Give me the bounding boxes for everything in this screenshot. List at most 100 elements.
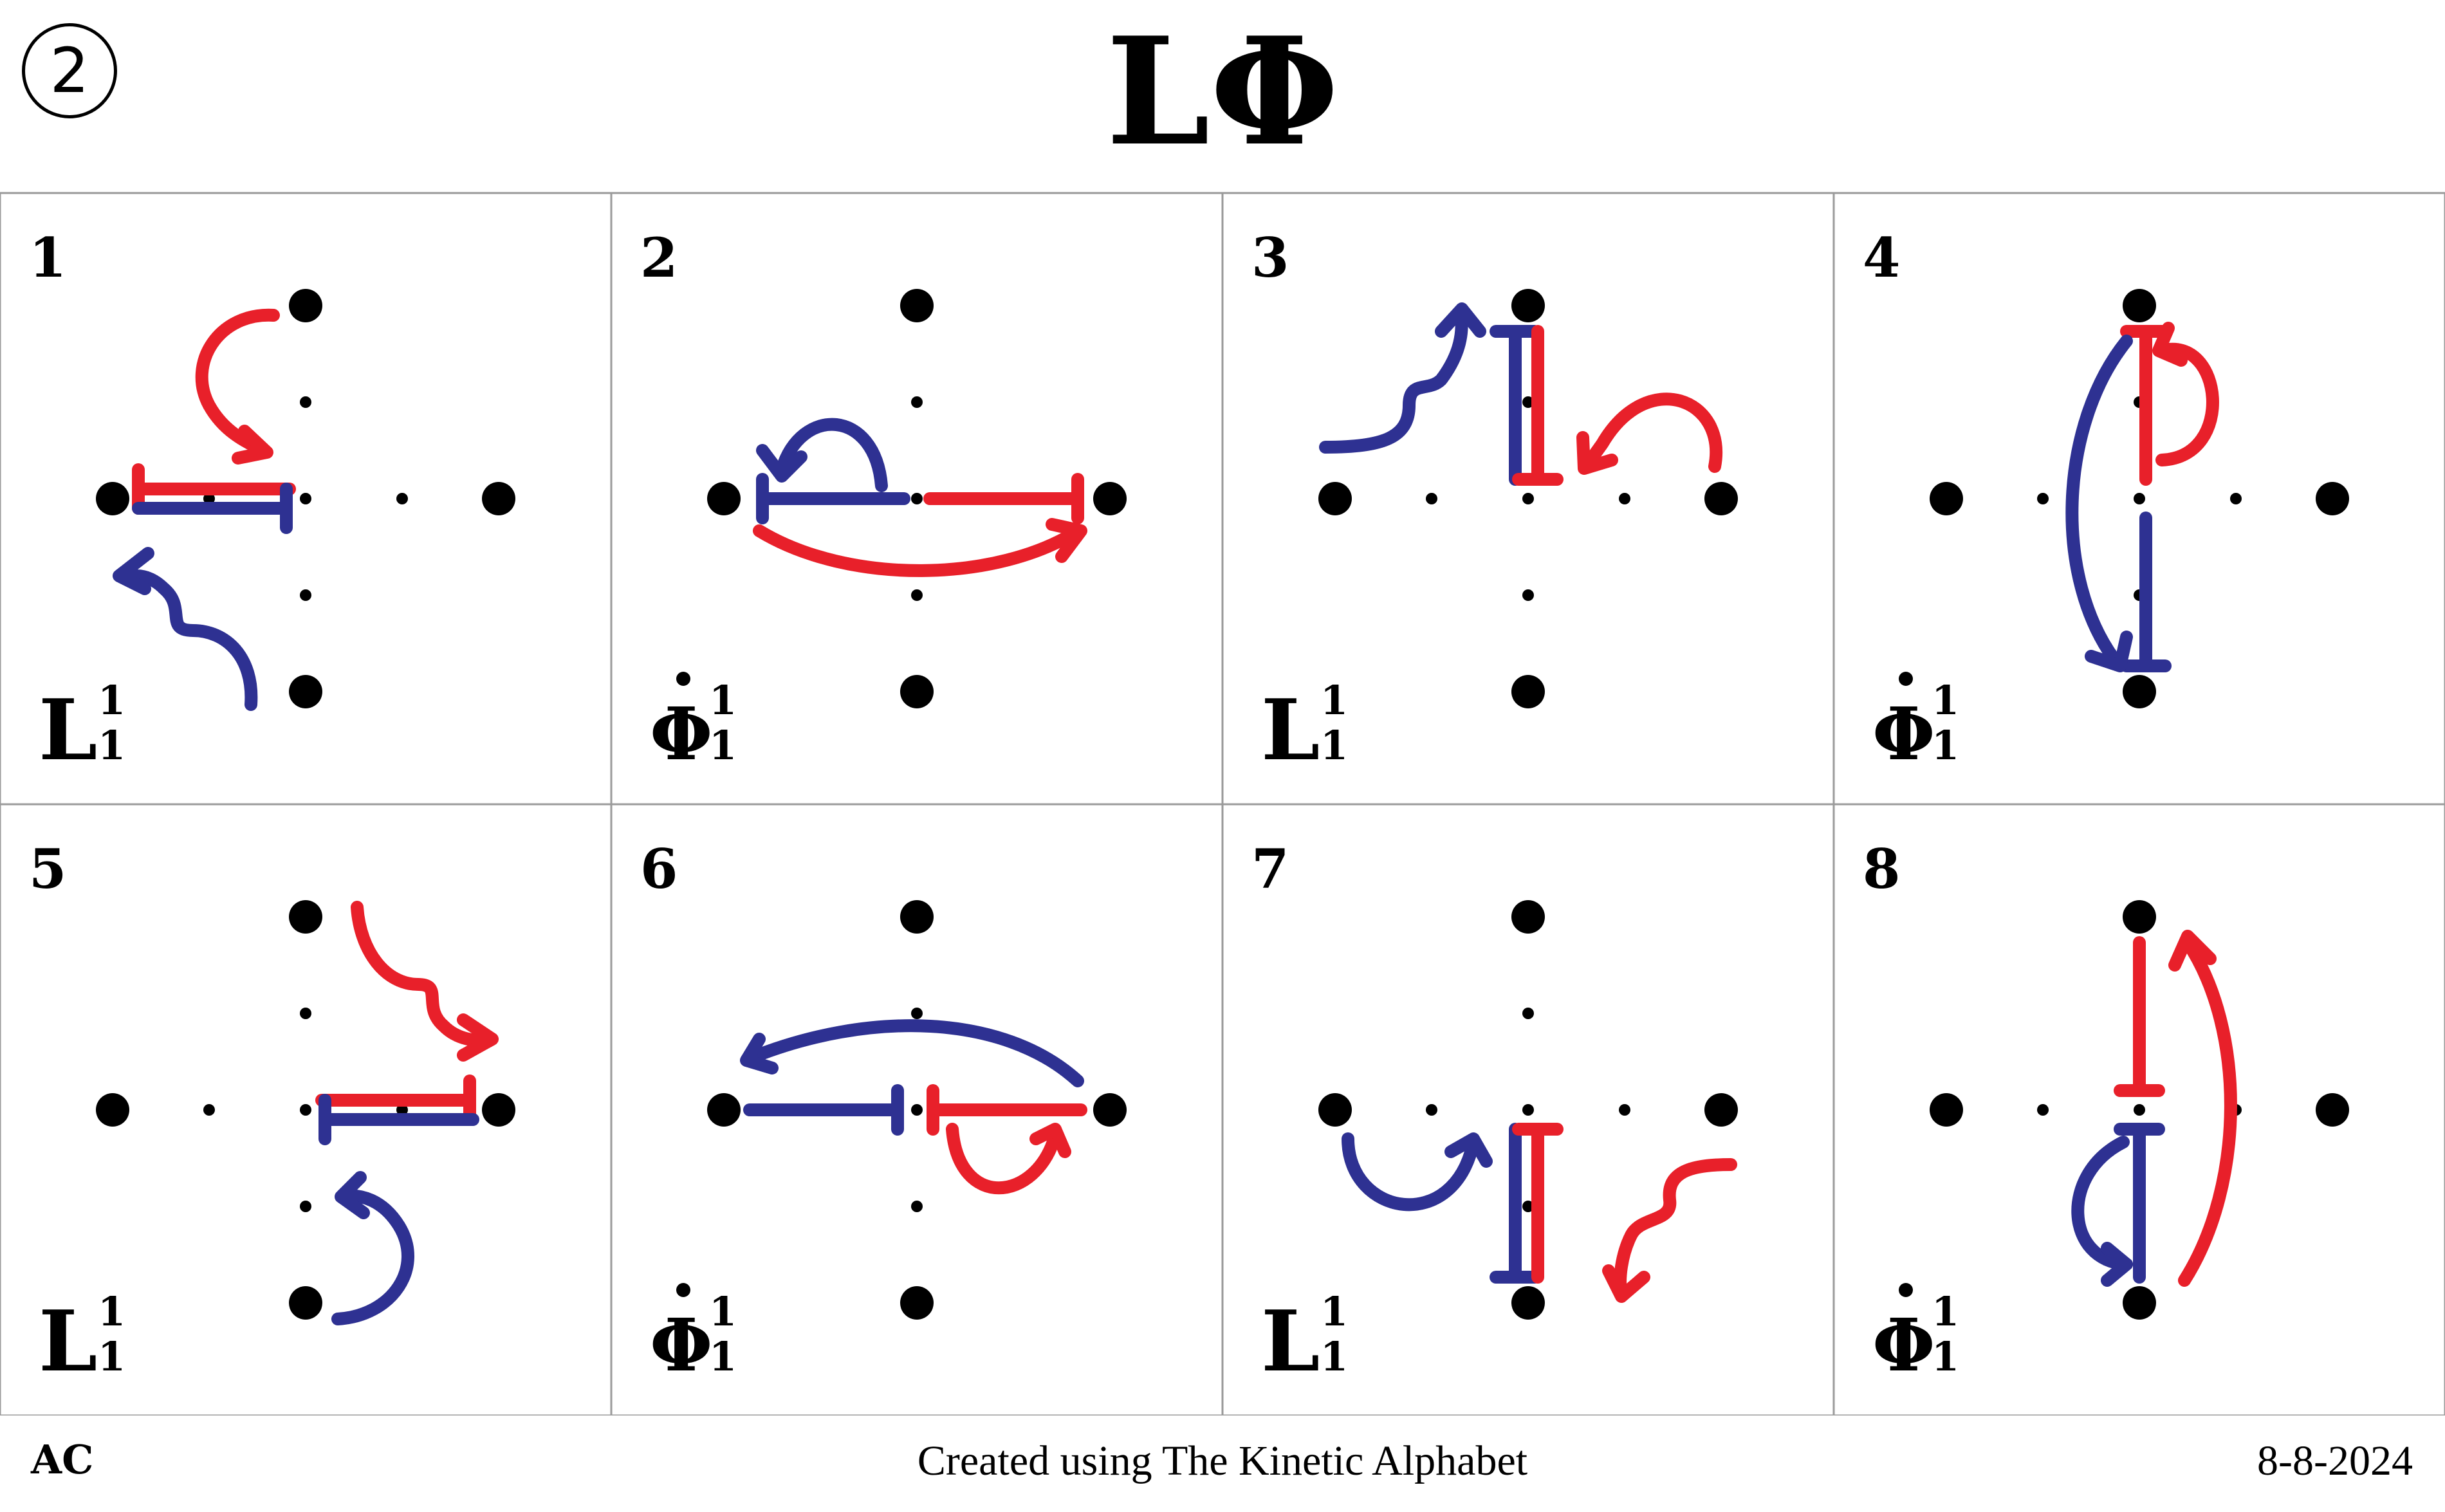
grid-dot-small — [911, 493, 923, 504]
glyph-superscript: 1 — [98, 677, 125, 724]
grid-dot-large — [289, 675, 322, 708]
red-motion-path — [1614, 1158, 1737, 1300]
grid-dot-large — [2123, 900, 2156, 934]
grid-dot-large — [2123, 1286, 2156, 1320]
grid-dot-large — [96, 1093, 129, 1127]
grid-dot-small — [300, 396, 311, 408]
blue-motion-path — [740, 1033, 779, 1074]
cell-glyph: L — [1261, 681, 1320, 779]
cell-number: 5 — [29, 837, 66, 901]
grid-dot-large — [2316, 482, 2349, 515]
cell-number: 8 — [1863, 837, 1900, 901]
grid-dot-large — [1511, 289, 1545, 322]
glyph-superscript: 1 — [1932, 677, 1959, 724]
grid-dot-large — [1093, 1093, 1127, 1127]
page-number-badge: 2 — [22, 23, 117, 118]
red-motion-path — [1602, 1264, 1650, 1303]
cell-glyph: Φ — [650, 692, 713, 777]
grid-dot-small — [1426, 1104, 1437, 1116]
cell-number: 6 — [640, 837, 678, 901]
grid-dot-small — [300, 589, 311, 601]
blue-motion-path — [775, 418, 888, 492]
grid-dot-large — [1093, 482, 1127, 515]
grid-dot-large — [1704, 482, 1738, 515]
red-motion-path — [1580, 392, 1722, 473]
grid-dot-large — [900, 289, 934, 322]
glyph-superscript: 1 — [709, 677, 737, 724]
blue-motion-path — [1444, 1132, 1493, 1168]
grid-dot-large — [482, 1093, 515, 1127]
grid-dot-small — [396, 493, 408, 504]
blue-motion-path — [331, 1189, 414, 1325]
cell-number: 2 — [640, 226, 678, 290]
blue-motion-path — [2065, 335, 2133, 669]
blue-motion-path — [756, 444, 807, 483]
glyph-subscript: 1 — [1932, 722, 1959, 769]
blue-motion-path — [2085, 631, 2133, 672]
glyph-subscript: 1 — [709, 722, 737, 769]
grid-dot-small — [911, 1104, 923, 1116]
cell-glyph: L — [39, 1292, 97, 1390]
grid-dot-small — [300, 1201, 311, 1212]
grid-dot-large — [96, 482, 129, 515]
glyph-dot — [1899, 1283, 1913, 1297]
cell-number: 4 — [1863, 226, 1900, 290]
cell-glyph: Φ — [1872, 692, 1935, 777]
glyph-subscript: 1 — [1320, 722, 1348, 769]
grid-dot-large — [482, 482, 515, 515]
cell-4: 4 Φ11 — [1832, 192, 2445, 806]
glyph-subscript: 1 — [98, 722, 125, 769]
cell-8: 8 Φ11 — [1832, 803, 2445, 1415]
red-motion-path — [2178, 936, 2237, 1287]
glyph-subscript: 1 — [1320, 1333, 1348, 1380]
grid-dot-small — [203, 493, 215, 504]
red-motion-path — [1046, 518, 1087, 563]
cell-glyph: L — [39, 681, 97, 779]
cell-5: 5 L 11 — [0, 803, 613, 1415]
footer-author: AC — [31, 1436, 94, 1483]
cell-frame — [1832, 803, 2445, 1415]
red-motion-path — [2152, 322, 2188, 367]
grid-dot-large — [1318, 1093, 1352, 1127]
grid-dot-large — [900, 1286, 934, 1320]
grid-dot-small — [1522, 1104, 1534, 1116]
grid-dot-large — [1930, 482, 1963, 515]
grid-dot-small — [1522, 1008, 1534, 1019]
red-motion-path — [232, 425, 273, 465]
grid-dot-large — [1511, 900, 1545, 934]
grid-dot-large — [1511, 675, 1545, 708]
grid-dot-small — [1619, 493, 1630, 504]
grid-dot-small — [2037, 493, 2049, 504]
grid-dot-small — [1619, 1104, 1630, 1116]
page-title: LΦ — [1105, 5, 1340, 179]
grid-dot-large — [2123, 675, 2156, 708]
footer-credit: Created using The Kinetic Alphabet — [917, 1437, 1528, 1484]
blue-motion-path — [335, 1171, 370, 1219]
blue-motion-path — [2101, 1242, 2133, 1287]
grid-dot-large — [1511, 1286, 1545, 1320]
cell-2: 2 Φ11 — [610, 192, 1224, 806]
page-number: 2 — [50, 35, 89, 107]
grid-dot-small — [2134, 493, 2145, 504]
glyph-subscript: 1 — [1932, 1333, 1959, 1380]
grid-dot-small — [300, 1104, 311, 1116]
glyph-dot — [1899, 672, 1913, 686]
blue-motion-path — [119, 569, 258, 711]
red-motion-path — [946, 1123, 1062, 1195]
blue-motion-path — [1435, 302, 1486, 338]
glyph-dot — [676, 1283, 690, 1297]
grid-dot-small — [1522, 493, 1534, 504]
glyph-dot — [676, 672, 690, 686]
glyph-superscript: 1 — [98, 1288, 125, 1335]
red-motion-path — [457, 1013, 499, 1062]
blue-motion-path — [743, 1019, 1084, 1087]
grid-dot-large — [289, 1286, 322, 1320]
cell-glyph: Φ — [1872, 1304, 1935, 1388]
grid-dot-small — [203, 1104, 215, 1116]
grid-dot-large — [1318, 482, 1352, 515]
glyph-superscript: 1 — [709, 1288, 737, 1335]
grid-dot-small — [396, 1104, 408, 1116]
grid-dot-small — [911, 1008, 923, 1019]
grid-dot-small — [2037, 1104, 2049, 1116]
